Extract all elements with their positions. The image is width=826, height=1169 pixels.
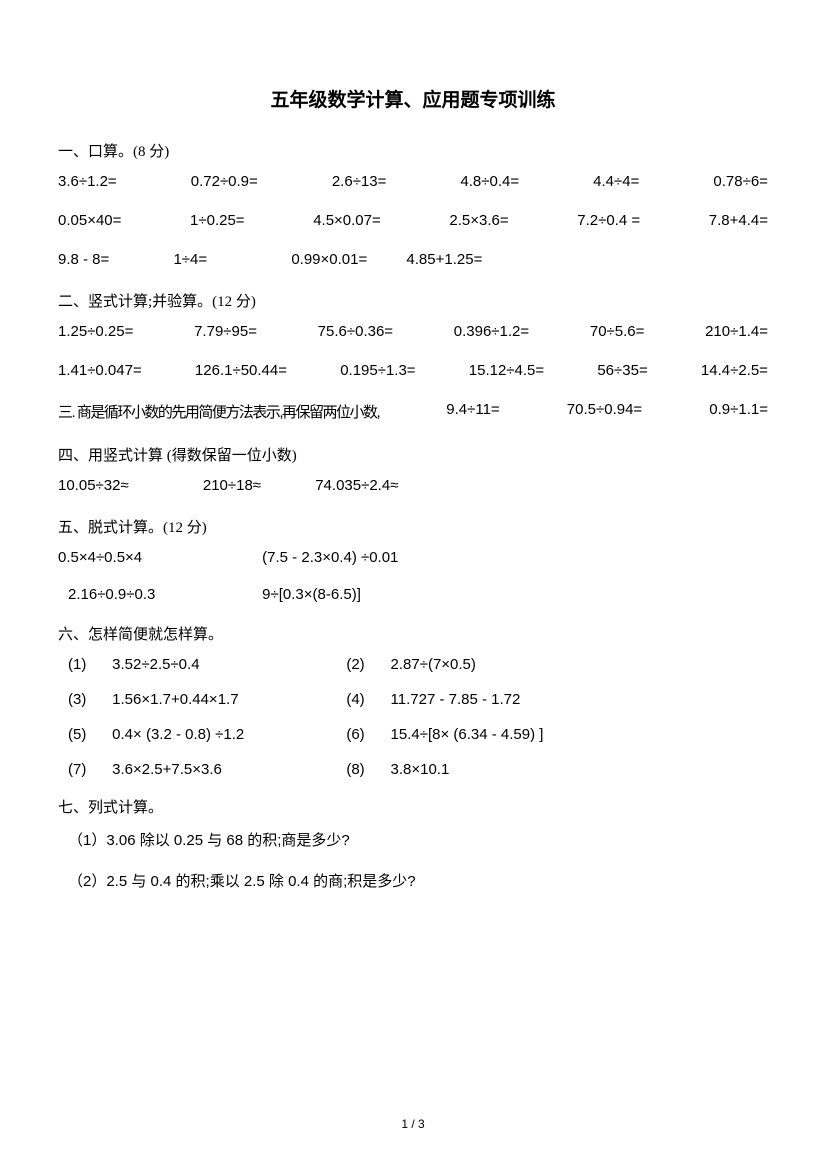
problem: 75.6÷0.36= — [318, 323, 393, 340]
section1-header: 一、口算。(8 分) — [58, 140, 768, 161]
problem: 3.6×2.5+7.5×3.6 — [112, 761, 342, 778]
problem: 10.05÷32≈ — [58, 477, 129, 494]
section6-item2: (3) 1.56×1.7+0.44×1.7 (4) 11.727 - 7.85 … — [58, 691, 768, 708]
section7-header: 七、列式计算。 — [58, 796, 768, 817]
section6-header: 六、怎样简便就怎样算。 — [58, 623, 768, 644]
problem: 4.85+1.25= — [406, 251, 482, 268]
problem: 1÷4= — [173, 251, 207, 268]
problem: 0.05×40= — [58, 212, 121, 229]
problem: 0.72÷0.9= — [191, 173, 258, 190]
problem: 56÷35= — [597, 362, 647, 379]
section7-problem1: （1）3.06 除以 0.25 与 68 的积;商是多少? — [58, 829, 768, 850]
problem: 7.2÷0.4 = — [577, 212, 640, 229]
problem: 0.78÷6= — [713, 173, 768, 190]
section7-problem2: （2）2.5 与 0.4 的积;乘以 2.5 除 0.4 的商;积是多少? — [58, 870, 768, 891]
section2-row1: 1.25÷0.25= 7.79÷95= 75.6÷0.36= 0.396÷1.2… — [58, 323, 768, 340]
section2-header: 二、竖式计算;并验算。(12 分) — [58, 290, 768, 311]
section4-row: 10.05÷32≈ 210÷18≈ 74.035÷2.4≈ — [58, 477, 768, 494]
section2-row2: 1.41÷0.047= 126.1÷50.44= 0.195÷1.3= 15.1… — [58, 362, 768, 379]
problem: 0.4× (3.2 - 0.8) ÷1.2 — [112, 726, 342, 743]
section5-header: 五、脱式计算。(12 分) — [58, 516, 768, 537]
problem: 4.8÷0.4= — [460, 173, 519, 190]
problem: 0.9÷1.1= — [709, 401, 768, 422]
item-number: (1) — [68, 656, 108, 673]
problem: 3.8×10.1 — [391, 761, 450, 778]
item-number: (3) — [68, 691, 108, 708]
problem: 1÷0.25= — [190, 212, 245, 229]
problem: (7.5 - 2.3×0.4) ÷0.01 — [262, 549, 398, 566]
item-number: (2) — [346, 656, 386, 673]
problem: 0.99×0.01= — [291, 251, 367, 268]
problem: 2.5×3.6= — [449, 212, 508, 229]
problem: 15.4÷[8× (6.34 - 4.59) ] — [391, 726, 544, 743]
problem: 2.6÷13= — [332, 173, 387, 190]
problem: 3.6÷1.2= — [58, 173, 117, 190]
section1-row2: 0.05×40= 1÷0.25= 4.5×0.07= 2.5×3.6= 7.2÷… — [58, 212, 768, 229]
problem: 7.8+4.4= — [709, 212, 768, 229]
section4-header: 四、用竖式计算 (得数保留一位小数) — [58, 444, 768, 465]
problem: 9.4÷11= — [446, 401, 499, 422]
problem: 0.396÷1.2= — [454, 323, 529, 340]
problem: 3.52÷2.5÷0.4 — [112, 656, 342, 673]
problem: 2.87÷(7×0.5) — [391, 656, 476, 673]
section6-item1: (1) 3.52÷2.5÷0.4 (2) 2.87÷(7×0.5) — [58, 656, 768, 673]
section5-row1: 0.5×4÷0.5×4 (7.5 - 2.3×0.4) ÷0.01 — [58, 549, 768, 566]
section1-row3: 9.8 - 8= 1÷4= 0.99×0.01= 4.85+1.25= — [58, 251, 768, 268]
item-number: (5) — [68, 726, 108, 743]
problem: 4.5×0.07= — [313, 212, 381, 229]
problem: 4.4÷4= — [593, 173, 639, 190]
problem: 11.727 - 7.85 - 1.72 — [391, 691, 521, 708]
document-title: 五年级数学计算、应用题专项训练 — [58, 85, 768, 112]
problem: 70.5÷0.94= — [567, 401, 642, 422]
problem: 210÷18≈ — [203, 477, 261, 494]
item-number: (7) — [68, 761, 108, 778]
section6-item4: (7) 3.6×2.5+7.5×3.6 (8) 3.8×10.1 — [58, 761, 768, 778]
item-number: (6) — [346, 726, 386, 743]
section3-label: 三. 商是循环小数的先用简便方法表示,再保留两位小数, — [58, 401, 379, 422]
problem: 1.56×1.7+0.44×1.7 — [112, 691, 342, 708]
problem: 9÷[0.3×(8-6.5)] — [262, 586, 361, 603]
item-number: (4) — [346, 691, 386, 708]
section3-row: 三. 商是循环小数的先用简便方法表示,再保留两位小数, 9.4÷11= 70.5… — [58, 401, 768, 422]
problem: 74.035÷2.4≈ — [315, 477, 398, 494]
section5-row2: 2.16÷0.9÷0.3 9÷[0.3×(8-6.5)] — [58, 586, 768, 603]
problem: 2.16÷0.9÷0.3 — [68, 586, 258, 603]
item-number: (8) — [346, 761, 386, 778]
problem: 0.195÷1.3= — [340, 362, 415, 379]
problem: 7.79÷95= — [194, 323, 257, 340]
problem: 9.8 - 8= — [58, 251, 109, 268]
problem: 15.12÷4.5= — [469, 362, 544, 379]
problem: 70÷5.6= — [590, 323, 645, 340]
problem: 126.1÷50.44= — [195, 362, 287, 379]
problem: 14.4÷2.5= — [701, 362, 768, 379]
section1-row1: 3.6÷1.2= 0.72÷0.9= 2.6÷13= 4.8÷0.4= 4.4÷… — [58, 173, 768, 190]
problem: 210÷1.4= — [705, 323, 768, 340]
problem: 1.41÷0.047= — [58, 362, 142, 379]
section6-item3: (5) 0.4× (3.2 - 0.8) ÷1.2 (6) 15.4÷[8× (… — [58, 726, 768, 743]
page-number: 1 / 3 — [0, 1117, 826, 1131]
problem: 1.25÷0.25= — [58, 323, 133, 340]
problem: 0.5×4÷0.5×4 — [58, 549, 258, 566]
